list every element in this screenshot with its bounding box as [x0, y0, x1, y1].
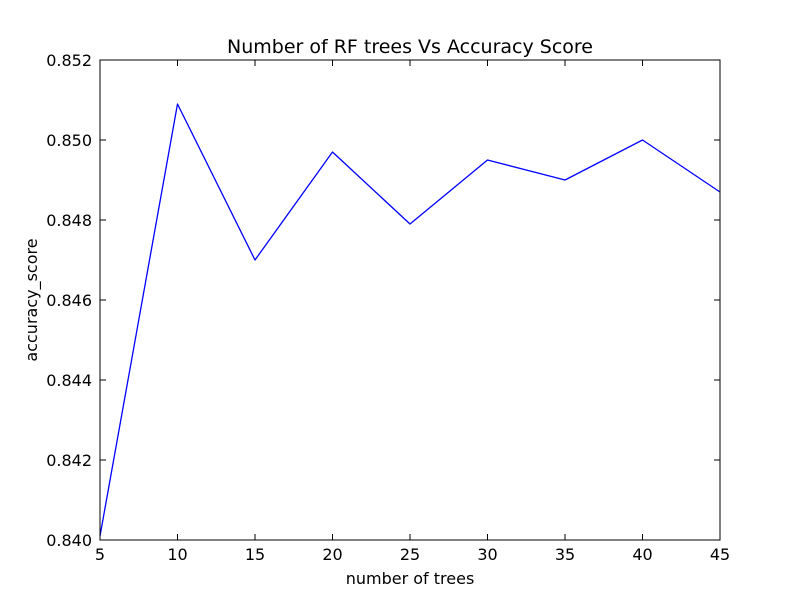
x-tick-label: 40 — [632, 545, 652, 564]
plot-area — [99, 103, 721, 537]
y-tick-label: 0.844 — [46, 371, 92, 390]
y-tick-label: 0.842 — [46, 451, 92, 470]
y-tick-label: 0.840 — [46, 531, 92, 550]
series-line-1 — [99, 103, 721, 537]
x-tick-label: 35 — [555, 545, 575, 564]
y-tick-label: 0.846 — [46, 291, 92, 310]
x-tick-label: 5 — [95, 545, 105, 564]
y-tick-label: 0.850 — [46, 131, 92, 150]
axis-ticks: 5 10 15 20 25 30 35 40 45 0.840 0.842 0.844 0.846 0.8… — [46, 51, 730, 564]
y-axis-label: accuracy_score — [22, 238, 42, 361]
x-tick-label: 25 — [400, 545, 420, 564]
x-tick-label: 30 — [477, 545, 497, 564]
y-tick-label: 0.848 — [46, 211, 92, 230]
x-tick-label: 20 — [322, 545, 342, 564]
x-tick-label: 10 — [167, 545, 187, 564]
y-tick-label: 0.852 — [46, 51, 92, 70]
chart-title: Number of RF trees Vs Accuracy Score — [227, 36, 593, 58]
plot-frame — [99, 59, 721, 541]
x-tick-label: 45 — [710, 545, 730, 564]
x-axis-label: number of trees — [346, 569, 475, 588]
x-tick-label: 15 — [245, 545, 265, 564]
